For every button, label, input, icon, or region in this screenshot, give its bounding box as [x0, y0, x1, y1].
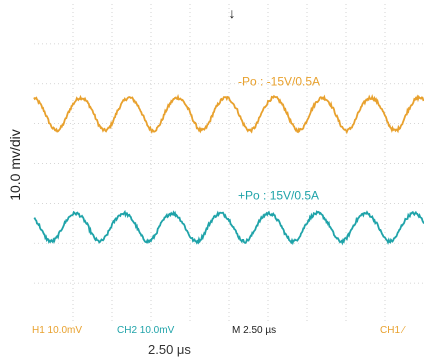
status-ch1: H1 10.0mV: [32, 325, 82, 336]
trigger-marker: ↓: [229, 5, 236, 21]
series-line-2: [33, 209, 424, 246]
trace-labels: -Po : -15V/0.5A +Po : 15V/0.5A: [238, 75, 320, 203]
traces: [33, 93, 424, 246]
grid: [34, 4, 424, 323]
series-label-1: -Po : -15V/0.5A: [238, 75, 320, 89]
status-bar: H1 10.0mV CH2 10.0mV M 2.50 µs CH1 ⁄: [32, 325, 406, 336]
series-label-2: +Po : 15V/0.5A: [238, 188, 319, 202]
series-line-1: [33, 93, 424, 135]
status-timebase: M 2.50 µs: [232, 325, 276, 336]
status-ch2: CH2 10.0mV: [117, 325, 175, 336]
x-axis-label: 2.50 μs: [148, 342, 191, 357]
status-trigger: CH1 ⁄: [380, 325, 406, 336]
